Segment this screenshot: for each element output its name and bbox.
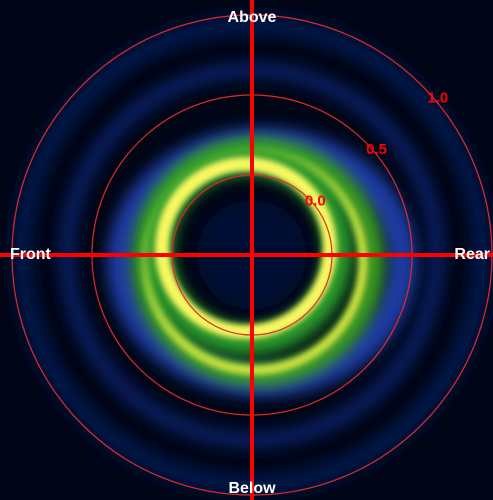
direction-label: Above [228, 9, 277, 26]
direction-label: Front [10, 246, 52, 263]
direction-label: Rear [454, 246, 490, 263]
r-tick-label: 1.0 [427, 90, 448, 107]
chart: 0.0 0.5 1.0 Above Below Front Rear [0, 0, 493, 500]
direction-label: Below [228, 480, 276, 497]
r-tick-label: 0.5 [366, 141, 387, 158]
r-tick-label: 0.0 [305, 193, 326, 210]
